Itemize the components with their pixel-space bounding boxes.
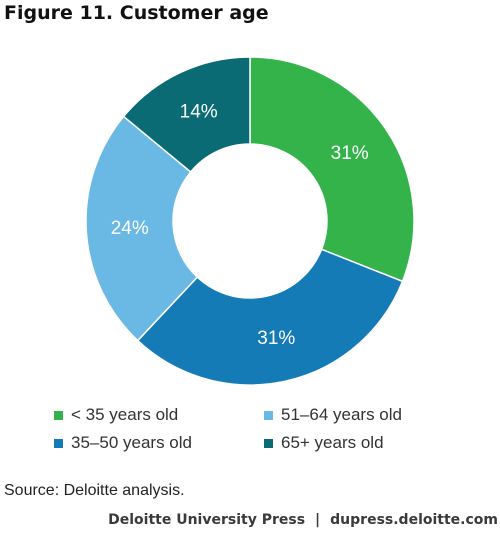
footer-credit: Deloitte University Press | dupress.deloit… xyxy=(108,512,498,528)
donut-slice-51-64 xyxy=(85,115,199,342)
footer-separator: | xyxy=(315,512,321,528)
chart-legend: < 35 years old 51–64 years old 35–50 yea… xyxy=(54,405,474,453)
source-note: Source: Deloitte analysis. xyxy=(4,482,185,499)
slice-label-51-64: 24% xyxy=(111,218,149,239)
donut-slice-65-plus xyxy=(122,56,251,173)
legend-item-under-35: < 35 years old xyxy=(54,405,264,425)
legend-swatch-65-plus xyxy=(264,438,273,448)
legend-swatch-under-35 xyxy=(54,410,63,420)
donut-slice-35-50 xyxy=(136,248,404,386)
legend-item-35-50: 35–50 years old xyxy=(54,433,264,453)
slice-label-under-35: 31% xyxy=(331,143,369,164)
legend-label-35-50: 35–50 years old xyxy=(71,433,192,452)
donut-slice-under-35 xyxy=(249,56,415,283)
legend-swatch-51-64 xyxy=(264,410,273,420)
footer-site: dupress.deloitte.com xyxy=(330,512,498,528)
slice-label-65-plus: 14% xyxy=(180,101,218,122)
legend-item-65-plus: 65+ years old xyxy=(264,433,474,453)
legend-item-51-64: 51–64 years old xyxy=(264,405,474,425)
legend-swatch-35-50 xyxy=(54,438,63,448)
chart-title: Figure 11. Customer age xyxy=(4,2,269,24)
legend-label-under-35: < 35 years old xyxy=(71,405,179,424)
legend-label-51-64: 51–64 years old xyxy=(281,405,402,424)
donut-chart: 31% 31% 24% 14% xyxy=(85,56,415,386)
slice-label-35-50: 31% xyxy=(257,328,295,349)
footer-publisher: Deloitte University Press xyxy=(108,512,306,528)
legend-label-65-plus: 65+ years old xyxy=(281,433,384,452)
